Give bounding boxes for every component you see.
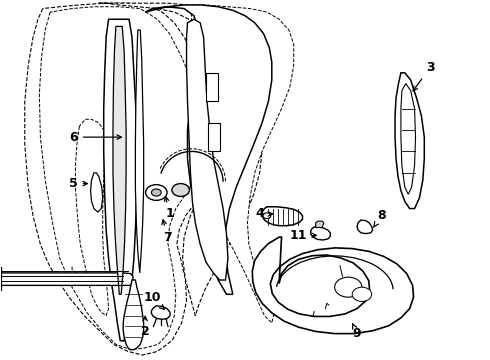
Text: 9: 9 bbox=[353, 324, 361, 340]
Polygon shape bbox=[262, 207, 302, 226]
Polygon shape bbox=[206, 73, 218, 102]
Text: 7: 7 bbox=[162, 220, 172, 244]
Polygon shape bbox=[357, 220, 373, 234]
Polygon shape bbox=[25, 3, 224, 355]
Circle shape bbox=[151, 189, 161, 196]
Circle shape bbox=[172, 184, 190, 197]
Polygon shape bbox=[401, 84, 416, 194]
Polygon shape bbox=[311, 226, 330, 240]
Text: 11: 11 bbox=[290, 229, 317, 242]
Circle shape bbox=[335, 277, 362, 297]
Polygon shape bbox=[316, 221, 324, 228]
Polygon shape bbox=[252, 237, 414, 334]
Text: 8: 8 bbox=[373, 209, 386, 227]
Polygon shape bbox=[39, 7, 205, 350]
Circle shape bbox=[263, 213, 271, 219]
Polygon shape bbox=[135, 30, 144, 273]
Text: 4: 4 bbox=[255, 207, 272, 220]
Polygon shape bbox=[191, 5, 294, 323]
Polygon shape bbox=[208, 123, 220, 152]
Circle shape bbox=[146, 185, 167, 201]
Text: 6: 6 bbox=[69, 131, 122, 144]
Text: 1: 1 bbox=[164, 197, 174, 220]
Polygon shape bbox=[395, 73, 424, 208]
Polygon shape bbox=[99, 3, 262, 316]
Circle shape bbox=[352, 287, 372, 301]
Text: 10: 10 bbox=[144, 291, 164, 310]
Polygon shape bbox=[151, 306, 170, 319]
Text: 3: 3 bbox=[413, 61, 435, 91]
Text: 5: 5 bbox=[69, 177, 87, 190]
Polygon shape bbox=[123, 280, 144, 350]
Polygon shape bbox=[104, 19, 137, 341]
Polygon shape bbox=[1, 267, 133, 291]
Polygon shape bbox=[113, 26, 126, 294]
Polygon shape bbox=[187, 19, 228, 280]
Text: 2: 2 bbox=[141, 316, 149, 338]
Polygon shape bbox=[145, 5, 272, 294]
Polygon shape bbox=[91, 173, 103, 212]
Polygon shape bbox=[75, 119, 109, 316]
